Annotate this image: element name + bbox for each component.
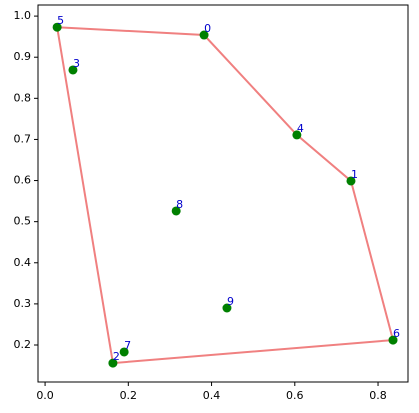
point: [68, 65, 78, 75]
x-tick-label: 0.8: [369, 389, 387, 402]
point-label: 7: [124, 339, 131, 352]
hull-line: [56, 26, 395, 365]
point-label: 6: [393, 327, 400, 340]
point-label: 5: [57, 14, 64, 27]
point: [292, 130, 302, 140]
point-label: 4: [297, 122, 304, 135]
point-label: 9: [227, 295, 234, 308]
x-tick-label: 0.6: [286, 389, 304, 402]
point: [119, 347, 129, 357]
point-label: 2: [113, 350, 120, 363]
y-tick-label: 0.7: [14, 132, 32, 145]
point-label: 0: [204, 22, 211, 35]
x-tick-label: 0.0: [36, 389, 54, 402]
y-tick-label: 0.2: [14, 338, 32, 351]
point: [222, 303, 232, 313]
point: [171, 206, 181, 216]
point: [52, 22, 62, 32]
y-tick-label: 0.9: [14, 50, 32, 63]
point: [388, 335, 398, 345]
y-tick-label: 0.8: [14, 91, 32, 104]
point: [346, 176, 356, 186]
point-label: 3: [73, 57, 80, 70]
y-tick-label: 0.3: [14, 297, 32, 310]
point: [108, 358, 118, 368]
point: [199, 30, 209, 40]
y-tick-label: 0.4: [14, 256, 32, 269]
point-label: 8: [176, 198, 183, 211]
y-tick-label: 0.6: [14, 174, 32, 187]
plot-frame: [37, 4, 409, 383]
x-tick-label: 0.4: [203, 389, 221, 402]
point-label: 1: [351, 168, 358, 181]
x-tick-label: 0.2: [120, 389, 138, 402]
y-tick-label: 0.5: [14, 215, 32, 228]
y-tick-label: 1.0: [14, 9, 32, 22]
